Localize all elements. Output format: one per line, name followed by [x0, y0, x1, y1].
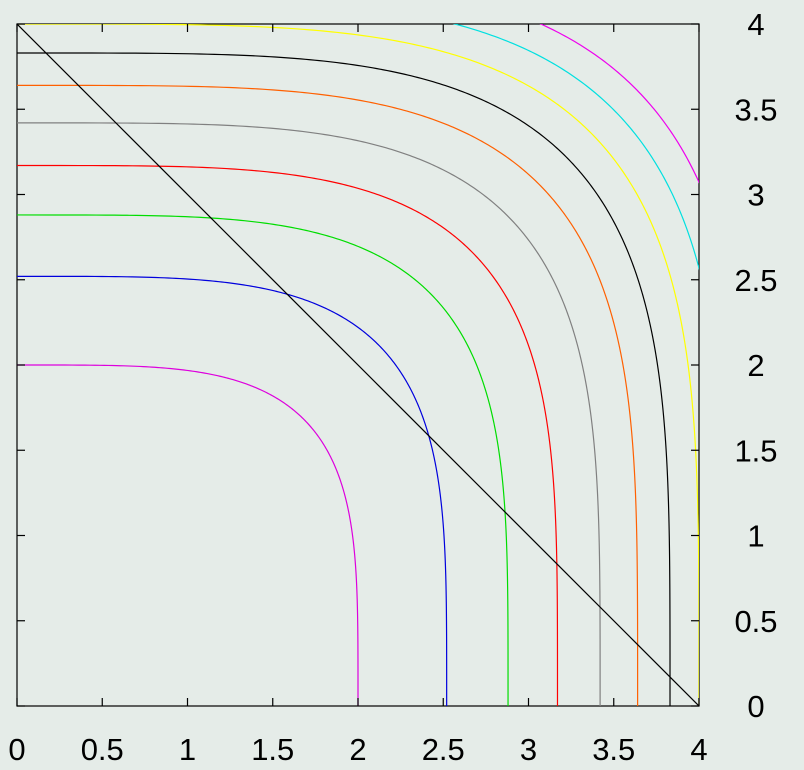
y-tick-label: 1.5 — [734, 433, 777, 468]
y-tick-label: 3 — [747, 178, 764, 213]
x-tick-label: 3.5 — [592, 732, 635, 767]
x-tick-label: 1 — [179, 732, 196, 767]
x-tick-label: 0 — [8, 732, 25, 767]
x-tick-label: 1.5 — [251, 732, 294, 767]
level-curve-8 — [17, 24, 699, 706]
x-tick-label: 0.5 — [81, 732, 124, 767]
y-tick-label: 3.5 — [734, 92, 777, 127]
level-curve-9 — [452, 24, 699, 271]
level-curve-2 — [17, 275, 448, 706]
x-tick-label: 4 — [690, 732, 707, 767]
ticks-group: 0 0.5 1 1.5 2 2.5 3 3.5 4 0 0.5 1 1.5 2 2.5 3 3.5 4 — [8, 7, 777, 767]
level-curve-10 — [539, 24, 699, 184]
y-tick-label: 0.5 — [734, 604, 777, 639]
level-curve-6 — [17, 84, 639, 706]
y-tick-label: 0 — [747, 689, 764, 724]
curves-group — [17, 24, 699, 706]
level-curve-3 — [17, 214, 509, 706]
y-tick-label: 4 — [747, 7, 764, 42]
level-curve-4 — [17, 164, 559, 706]
level-curve-1 — [17, 364, 359, 706]
x-tick-label: 2 — [349, 732, 366, 767]
y-tick-label: 2.5 — [734, 263, 777, 298]
reference-line — [17, 24, 699, 706]
x-tick-label: 2.5 — [422, 732, 465, 767]
level-curve-5 — [17, 122, 601, 706]
x-tick-label: 3 — [520, 732, 537, 767]
y-tick-label: 1 — [747, 519, 764, 554]
level-curve-7 — [17, 52, 671, 706]
y-tick-label: 2 — [747, 348, 764, 383]
